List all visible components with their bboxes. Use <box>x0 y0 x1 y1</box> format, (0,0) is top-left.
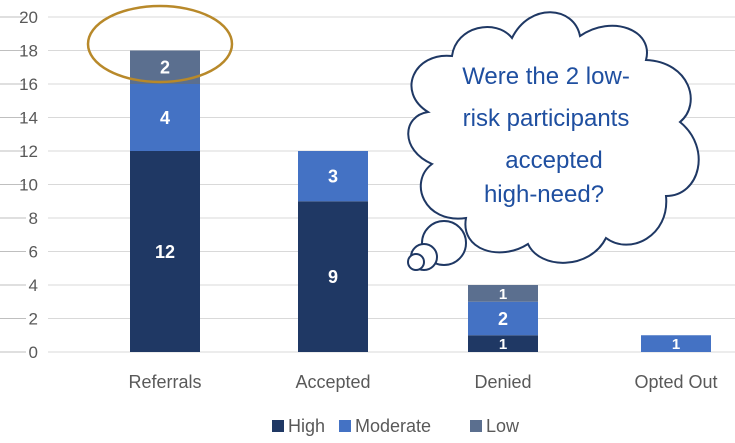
data-label: 2 <box>498 309 508 329</box>
callout-text-line: Were the 2 low- <box>462 63 630 90</box>
bar-segment-moderate <box>130 84 200 151</box>
y-tick-label: 8 <box>29 209 38 228</box>
y-tick-label: 20 <box>19 8 38 27</box>
legend-label: Moderate <box>355 416 431 436</box>
data-label: 4 <box>160 108 170 128</box>
bar-segment-moderate <box>641 335 711 352</box>
x-tick-label: Accepted <box>295 372 370 392</box>
legend-label: High <box>288 416 325 436</box>
bar-segment-moderate <box>468 301 538 336</box>
y-tick-label: 2 <box>29 310 38 329</box>
data-label: 1 <box>672 336 680 353</box>
data-label: 1 <box>499 336 507 353</box>
y-axis-ticks: 0 2 4 6 8 10 12 14 16 18 20 <box>19 8 38 362</box>
callout-text-line: high-need? <box>484 181 604 208</box>
bar-segment-high <box>468 335 538 352</box>
highlight-ellipse <box>86 4 234 84</box>
bar-segment-high <box>298 201 368 352</box>
y-tick-label: 14 <box>19 109 38 128</box>
legend-swatch <box>272 420 284 432</box>
bubble-dot-small <box>407 253 425 271</box>
legend-swatch <box>339 420 351 432</box>
x-axis-labels: Referrals Accepted Denied Opted Out <box>128 372 717 392</box>
x-tick-label: Denied <box>474 372 531 392</box>
legend: High Moderate Low <box>272 416 520 436</box>
legend-swatch <box>470 420 482 432</box>
data-label: 1 <box>499 286 507 303</box>
y-tick-label: 10 <box>19 176 38 195</box>
highlight-ellipse <box>86 4 234 84</box>
y-tick-label: 6 <box>29 243 38 262</box>
y-tick-label: 16 <box>19 75 38 94</box>
legend-label: Low <box>486 416 520 436</box>
data-label: 3 <box>328 167 338 187</box>
bar-segment-low <box>468 285 538 302</box>
x-tick-label: Referrals <box>128 372 201 392</box>
y-tick-label: 18 <box>19 42 38 61</box>
bar-segment-high <box>130 151 200 352</box>
callout-text-line: accepted <box>505 147 602 174</box>
cloud-shape <box>407 11 700 264</box>
y-tick-label: 12 <box>19 142 38 161</box>
data-label: 12 <box>155 242 175 262</box>
data-label: 9 <box>328 267 338 287</box>
callout-text-line: risk participants <box>463 105 630 132</box>
bars <box>130 50 711 352</box>
data-label: 2 <box>160 58 170 78</box>
x-tick-label: Opted Out <box>634 372 717 392</box>
y-tick-label: 0 <box>29 343 38 362</box>
y-tick-label: 4 <box>29 276 38 295</box>
bar-segment-moderate <box>298 151 368 202</box>
thought-bubble-callout: Were the 2 low-risk participants accepted… <box>407 11 700 271</box>
